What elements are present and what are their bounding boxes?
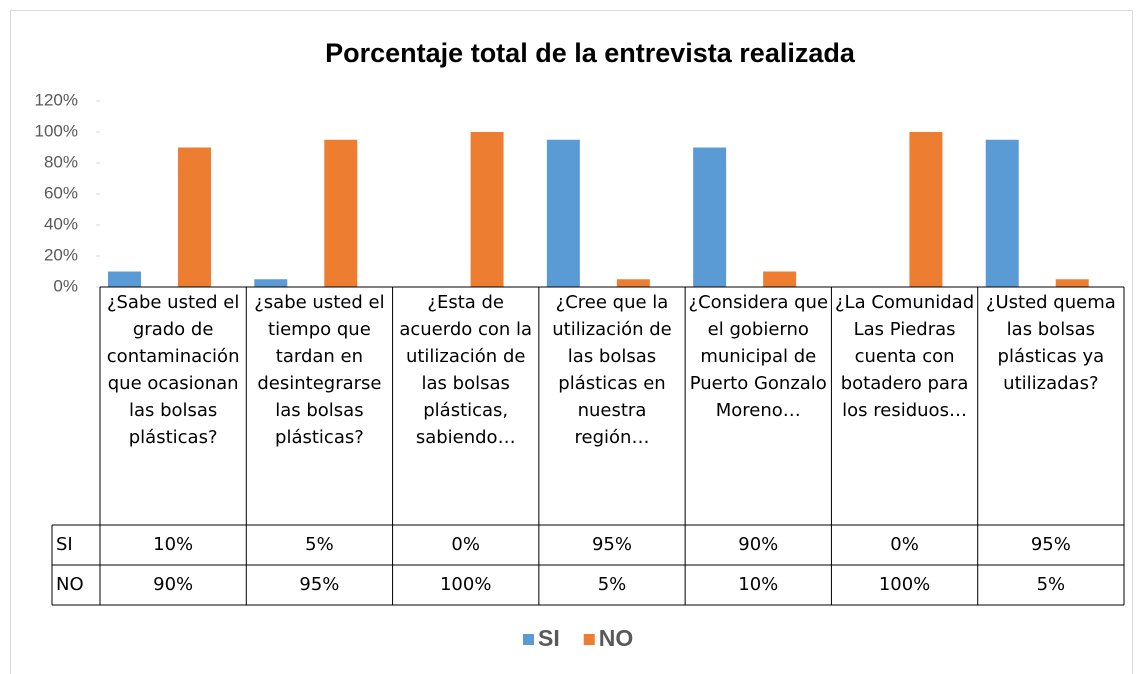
category-cell: ¿Sabe usted el grado de contaminación qu… (106, 292, 240, 448)
y-tick-label: 120% (35, 90, 78, 109)
x-tick-label: ¿La Comunidad Las Piedras cuenta con bot… (834, 292, 975, 421)
bar (546, 139, 580, 287)
y-tick-label: 80% (44, 152, 78, 171)
row-label: NO (56, 574, 84, 595)
table-value: 95% (592, 534, 632, 555)
legend-swatch (583, 634, 595, 645)
legend-swatch (523, 634, 534, 645)
table-value: 5% (305, 534, 334, 555)
bar (324, 139, 358, 287)
table-value: 100% (879, 574, 930, 595)
bar (693, 147, 727, 287)
bar (616, 279, 650, 287)
bar (763, 271, 797, 287)
bar (178, 147, 211, 287)
x-tick-label: ¿Sabe usted el grado de contaminación qu… (106, 292, 240, 448)
table-value: 0% (451, 534, 480, 555)
category-cell: ¿La Comunidad Las Piedras cuenta con bot… (834, 292, 975, 421)
y-tick-label: 40% (44, 214, 78, 233)
y-tick-label: 100% (35, 121, 78, 140)
x-tick-label: ¿Considera que el gobierno municipal de … (688, 292, 829, 421)
y-tick-label: 0% (53, 276, 78, 295)
table-value: 0% (890, 534, 919, 555)
category-cell: ¿Cree que la utilización de las bolsas p… (552, 292, 672, 448)
category-cell: ¿Considera que el gobierno municipal de … (688, 292, 829, 421)
table-value: 10% (738, 574, 778, 595)
bar (909, 132, 943, 287)
row-label: SI (56, 534, 73, 555)
bar (108, 271, 141, 287)
category-cell: ¿sabe usted el tiempo que tardan en desi… (254, 292, 385, 448)
bar (254, 279, 288, 287)
table-value: 95% (299, 574, 339, 595)
table-value: 95% (1031, 534, 1071, 555)
y-tick-label: 60% (44, 183, 78, 202)
table-value: 100% (440, 574, 491, 595)
table-value: 90% (738, 534, 778, 555)
legend-label: SI (538, 625, 560, 651)
table-value: 90% (153, 574, 193, 595)
bar (470, 132, 504, 287)
x-tick-label: ¿Esta de acuerdo con la utilización de l… (399, 292, 533, 448)
chart-frame (10, 10, 1133, 674)
chart-title: Porcentaje total de la entrevista realiz… (325, 38, 856, 68)
table-value: 10% (153, 534, 193, 555)
x-tick-label: ¿Usted quema las bolsas plásticas ya uti… (985, 292, 1116, 394)
x-tick-label: ¿Cree que la utilización de las bolsas p… (552, 292, 672, 448)
legend-label: NO (599, 625, 634, 651)
category-cell: ¿Usted quema las bolsas plásticas ya uti… (985, 292, 1116, 394)
bar (985, 139, 1019, 287)
bar (1055, 279, 1089, 287)
table-value: 5% (1037, 574, 1066, 595)
y-tick-label: 20% (44, 245, 78, 264)
category-cell: ¿Esta de acuerdo con la utilización de l… (399, 292, 533, 448)
x-tick-label: ¿sabe usted el tiempo que tardan en desi… (254, 292, 385, 448)
table-value: 5% (598, 574, 627, 595)
